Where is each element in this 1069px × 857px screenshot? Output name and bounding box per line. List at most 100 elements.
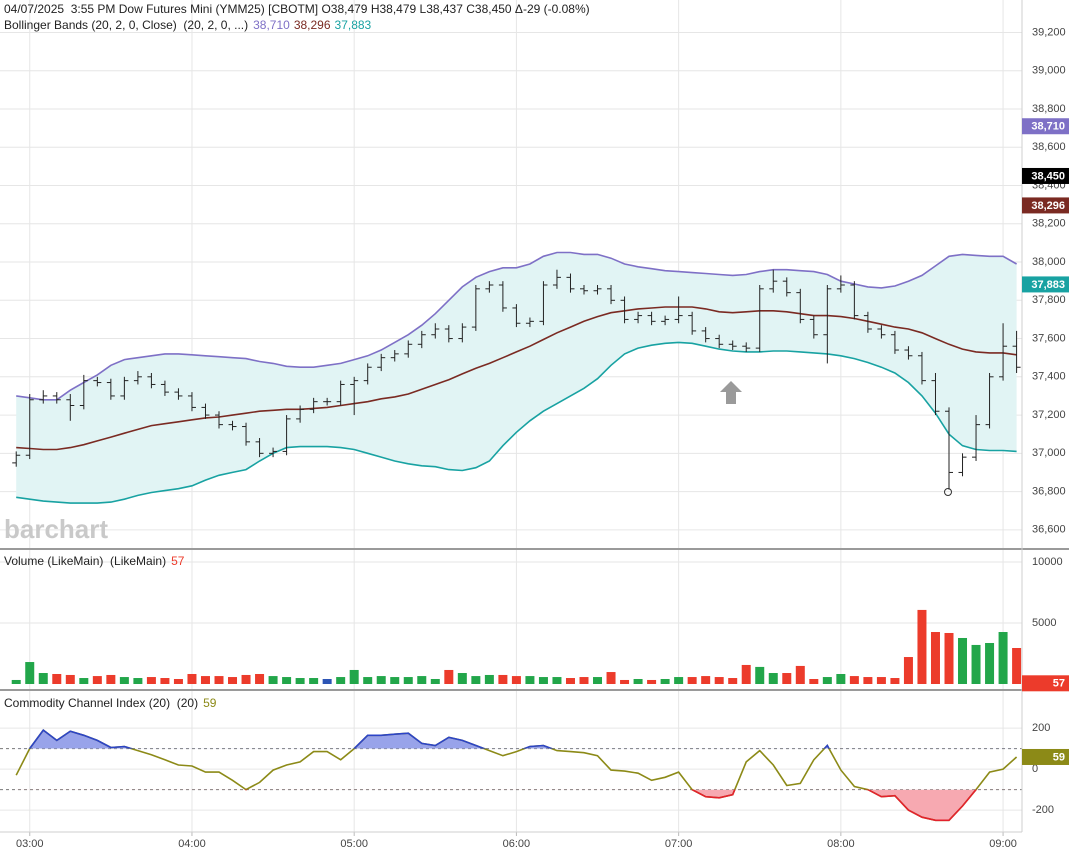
volume-bar <box>160 678 170 684</box>
watermark: barchart <box>4 514 108 544</box>
y-tick-label: 200 <box>1032 722 1050 734</box>
volume-bar <box>173 678 183 684</box>
volume-bar <box>228 677 238 684</box>
y-tick-label: 36,800 <box>1032 485 1066 497</box>
volume-bar <box>620 679 630 684</box>
volume-bar <box>809 678 819 684</box>
volume-bar <box>106 674 116 684</box>
y-tick-label: 5000 <box>1032 617 1056 629</box>
legend: Bollinger Bands (20, 2, 0, Close) (20, 2… <box>4 18 372 32</box>
volume-bar <box>565 678 575 684</box>
price-badge-label: 37,883 <box>1031 279 1065 291</box>
volume-bar <box>714 677 724 684</box>
volume-bar <box>363 677 373 684</box>
volume-bar <box>579 677 589 684</box>
x-tick-label: 06:00 <box>503 838 531 850</box>
volume-bar <box>133 678 143 684</box>
y-tick-label: 37,000 <box>1032 447 1066 459</box>
volume-bar <box>782 673 792 684</box>
volume-bar <box>282 677 292 684</box>
volume-bar <box>390 677 400 684</box>
y-tick-label: 38,800 <box>1032 103 1066 115</box>
volume-bar <box>471 676 481 684</box>
price-badge-label: 57 <box>1053 678 1065 690</box>
volume-bar <box>998 632 1008 684</box>
volume-bar <box>674 677 684 684</box>
volume-bar <box>728 678 738 684</box>
y-tick-label: 36,600 <box>1032 524 1066 536</box>
volume-bar <box>755 666 765 684</box>
legend-value: 38,296 <box>294 18 331 32</box>
x-tick-label: 03:00 <box>16 838 44 850</box>
x-tick-label: 07:00 <box>665 838 693 850</box>
y-tick-label: 38,000 <box>1032 256 1066 268</box>
y-tick-label: 0 <box>1032 763 1038 775</box>
volume-bar <box>903 657 913 684</box>
band-line <box>16 251 1017 401</box>
volume-bar <box>200 676 210 684</box>
volume-bar <box>52 673 62 684</box>
volume-bar <box>430 678 440 684</box>
volume-bar <box>25 662 35 684</box>
y-tick-label: 39,200 <box>1032 26 1066 38</box>
volume-bar <box>444 669 454 684</box>
volume-bar <box>768 673 778 684</box>
price-badge <box>1022 118 1069 135</box>
price-badge-label: 38,710 <box>1031 121 1065 133</box>
volume-bar <box>417 676 427 684</box>
volume-bar <box>930 632 940 684</box>
legend-label: Commodity Channel Index (20) (20) <box>4 696 198 710</box>
volume-bar <box>241 674 251 684</box>
chart-title: 04/07/2025 3:55 PM Dow Futures Mini (YMM… <box>4 2 590 16</box>
y-tick-label: 10000 <box>1032 556 1063 568</box>
price-badge <box>1022 748 1069 765</box>
volume-bar <box>255 673 265 684</box>
price-badge <box>1022 197 1069 214</box>
volume-bar <box>1012 647 1022 684</box>
volume-bar <box>741 664 751 684</box>
price-badge <box>1022 675 1069 692</box>
legend: Volume (LikeMain) (LikeMain) 57 <box>4 554 185 568</box>
y-tick-label: 38,200 <box>1032 218 1066 230</box>
volume-bar <box>484 674 494 684</box>
volume-bar <box>958 637 968 684</box>
volume-bar <box>322 678 332 684</box>
volume-bar <box>11 679 21 684</box>
y-tick-label: 37,400 <box>1032 371 1066 383</box>
volume-bar <box>214 676 224 684</box>
volume-bar <box>525 676 535 684</box>
legend-value: 38,710 <box>253 18 290 32</box>
volume-bar <box>606 672 616 684</box>
volume-bar <box>944 632 954 684</box>
legend: Commodity Channel Index (20) (20) 59 <box>4 696 217 710</box>
volume-bar <box>849 676 859 684</box>
y-tick-label: 39,000 <box>1032 65 1066 77</box>
volume-bar <box>701 676 711 684</box>
volume-bar <box>268 676 278 684</box>
y-tick-label: 38,600 <box>1032 141 1066 153</box>
volume-bar <box>119 677 129 684</box>
volume-bar <box>647 679 657 684</box>
volume-bar <box>336 677 346 684</box>
cci-line <box>15 728 1018 822</box>
volume-bar <box>295 678 305 684</box>
volume-bar <box>79 678 89 684</box>
volume-bar <box>917 609 927 684</box>
volume-bar <box>971 644 981 684</box>
price-badge <box>1022 276 1069 293</box>
price-badge-label: 38,296 <box>1031 200 1065 212</box>
volume-bar <box>822 677 832 684</box>
y-tick-label: 37,200 <box>1032 409 1066 421</box>
x-tick-label: 04:00 <box>178 838 206 850</box>
volume-bar <box>593 677 603 684</box>
price-badge-label: 59 <box>1053 751 1065 763</box>
volume-bar <box>403 677 413 684</box>
volume-bar <box>92 676 102 684</box>
volume-bar <box>836 673 846 684</box>
volume-bar <box>376 676 386 684</box>
band-line <box>16 341 1017 504</box>
x-tick-label: 08:00 <box>827 838 855 850</box>
volume-bar <box>65 674 75 684</box>
labels: 03:00 04:00 05:00 06:00 07:00 08:00 09:00 36,60… <box>16 26 1069 850</box>
